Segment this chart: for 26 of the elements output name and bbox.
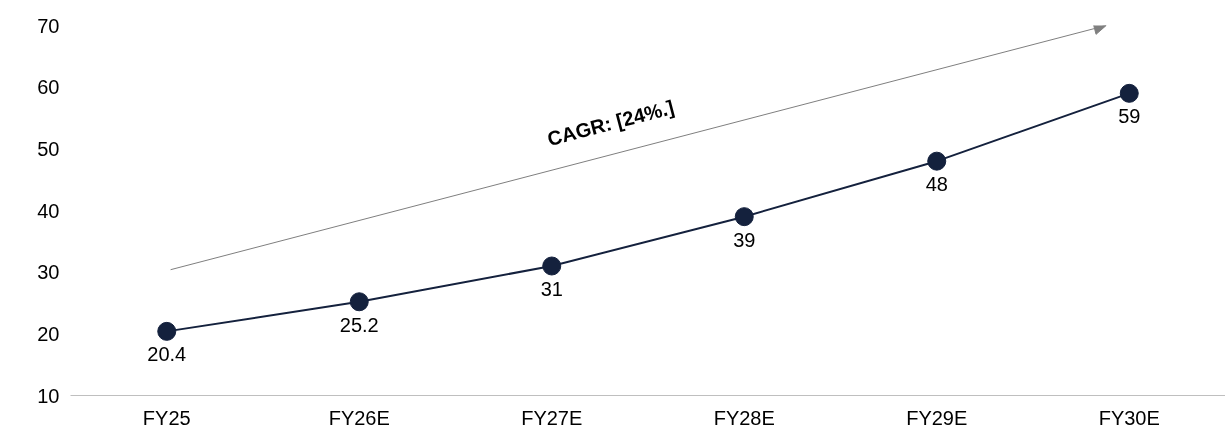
x-tick-label: FY26E xyxy=(328,406,390,429)
point xyxy=(1119,83,1139,103)
x-tick-label: FY27E xyxy=(521,406,583,429)
x-tick-label: FY25 xyxy=(142,406,191,429)
x-tick-label: FY30E xyxy=(1098,406,1160,429)
annotation: CAGR: [24%.] xyxy=(544,95,677,151)
y-tick-label: 50 xyxy=(37,137,60,160)
data-label: 59 xyxy=(1118,105,1141,128)
y-tick-label: 10 xyxy=(37,384,60,407)
y-tick-label: 30 xyxy=(37,261,60,284)
y-tick-label: 60 xyxy=(37,76,60,99)
y-tick-label: 20 xyxy=(37,322,60,345)
point xyxy=(734,207,754,227)
point xyxy=(542,256,562,276)
data-label: 31 xyxy=(540,278,563,300)
point xyxy=(157,321,177,341)
x-tick-label: FY28E xyxy=(713,406,775,429)
point xyxy=(349,292,369,312)
point xyxy=(927,151,947,171)
y-tick-label: 40 xyxy=(37,199,60,222)
data-label: 20.4 xyxy=(147,343,187,366)
data-label: 39 xyxy=(733,228,756,251)
data-label: 25.2 xyxy=(339,313,379,336)
y-tick-label: 70 xyxy=(37,14,60,37)
data-label: 48 xyxy=(925,173,948,196)
x-tick-label: FY29E xyxy=(906,406,968,429)
